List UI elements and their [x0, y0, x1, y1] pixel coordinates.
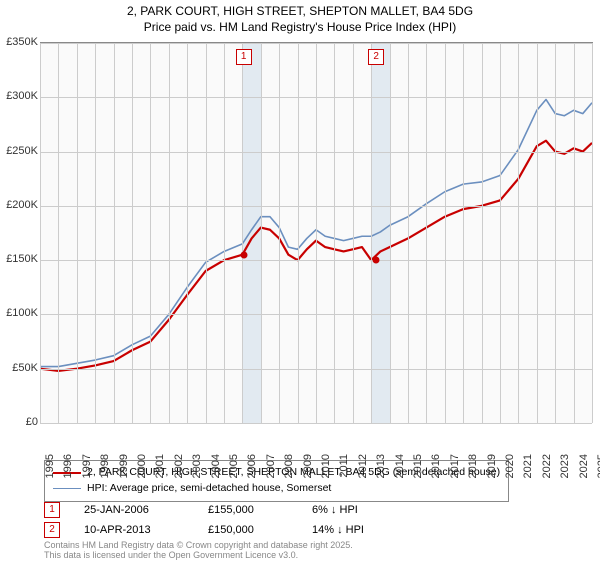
sale-dot	[240, 251, 247, 258]
ytick-label: £300K	[2, 90, 38, 102]
xtick-label: 2008	[283, 454, 295, 478]
xtick-label: 2007	[265, 454, 277, 478]
xtick-label: 2016	[430, 454, 442, 478]
xtick-label: 2004	[210, 454, 222, 478]
sale-row-2: 2 10-APR-2013 £150,000 14% ↓ HPI	[44, 520, 402, 540]
band-marker: 1	[236, 49, 252, 65]
sale-date-2: 10-APR-2013	[84, 524, 184, 536]
ytick-label: £100K	[2, 307, 38, 319]
xtick-label: 2011	[338, 454, 350, 478]
xtick-label: 2023	[559, 454, 571, 478]
footnote-line-1: Contains HM Land Registry data © Crown c…	[44, 540, 353, 550]
sale-dot	[373, 257, 380, 264]
xtick-label: 1997	[81, 454, 93, 478]
ytick-label: £350K	[2, 36, 38, 48]
xtick-label: 2001	[154, 454, 166, 478]
plot-area: 12	[40, 42, 593, 423]
title-line-1: 2, PARK COURT, HIGH STREET, SHEPTON MALL…	[0, 4, 600, 20]
sale-marker-2: 2	[44, 522, 60, 538]
legend-item-hpi: HPI: Average price, semi-detached house,…	[53, 481, 500, 497]
xtick-label: 2019	[486, 454, 498, 478]
chart-title: 2, PARK COURT, HIGH STREET, SHEPTON MALL…	[0, 0, 600, 35]
band-marker: 2	[368, 49, 384, 65]
xtick-label: 2017	[449, 454, 461, 478]
chart-container: 2, PARK COURT, HIGH STREET, SHEPTON MALL…	[0, 0, 600, 560]
xtick-label: 2020	[504, 454, 516, 478]
xtick-label: 2010	[320, 454, 332, 478]
xtick-label: 2015	[412, 454, 424, 478]
xtick-label: 2022	[541, 454, 553, 478]
xtick-label: 2002	[173, 454, 185, 478]
sale-price-2: £150,000	[208, 524, 288, 536]
xtick-label: 2018	[467, 454, 479, 478]
xtick-label: 2005	[228, 454, 240, 478]
sale-marker-1: 1	[44, 502, 60, 518]
xtick-label: 2013	[375, 454, 387, 478]
legend-label-hpi: HPI: Average price, semi-detached house,…	[87, 481, 331, 497]
ytick-label: £200K	[2, 199, 38, 211]
footnote-line-2: This data is licensed under the Open Gov…	[44, 550, 353, 560]
footnote: Contains HM Land Registry data © Crown c…	[44, 540, 353, 561]
xtick-label: 2025	[596, 454, 600, 478]
sale-diff-1: 6% ↓ HPI	[312, 504, 402, 516]
legend-swatch-hpi	[53, 488, 81, 489]
xtick-label: 1995	[44, 454, 56, 478]
ytick-label: £150K	[2, 253, 38, 265]
xtick-label: 2009	[302, 454, 314, 478]
sale-diff-2: 14% ↓ HPI	[312, 524, 402, 536]
xtick-label: 1998	[99, 454, 111, 478]
xtick-label: 2000	[136, 454, 148, 478]
ytick-label: £50K	[2, 362, 38, 374]
xtick-label: 1996	[62, 454, 74, 478]
sale-row-1: 1 25-JAN-2006 £155,000 6% ↓ HPI	[44, 500, 402, 520]
ytick-label: £250K	[2, 145, 38, 157]
sales-table: 1 25-JAN-2006 £155,000 6% ↓ HPI 2 10-APR…	[44, 500, 402, 540]
sale-date-1: 25-JAN-2006	[84, 504, 184, 516]
xtick-label: 2012	[357, 454, 369, 478]
xtick-label: 2024	[578, 454, 590, 478]
xtick-label: 2006	[246, 454, 258, 478]
xtick-label: 2003	[191, 454, 203, 478]
sale-price-1: £155,000	[208, 504, 288, 516]
xtick-label: 1999	[118, 454, 130, 478]
ytick-label: £0	[2, 416, 38, 428]
xtick-label: 2021	[522, 454, 534, 478]
xtick-label: 2014	[394, 454, 406, 478]
title-line-2: Price paid vs. HM Land Registry's House …	[0, 20, 600, 36]
